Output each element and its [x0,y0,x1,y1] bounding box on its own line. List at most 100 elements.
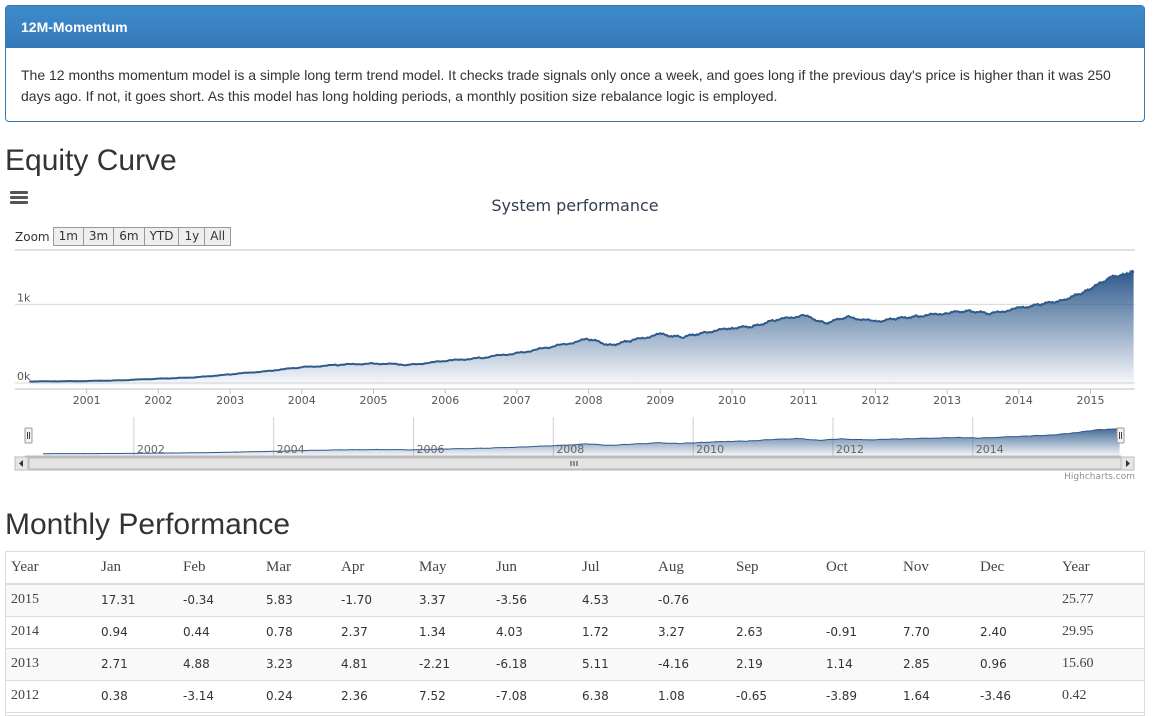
x-tick-label: 2005 [360,394,388,407]
month-cell: 2.19 [731,648,821,681]
y-tick-label: 1k [17,291,31,304]
column-header-nov[interactable]: Nov [898,552,975,585]
navigator-tick-label: 2014 [976,443,1004,456]
column-header-year[interactable]: Year [6,552,96,585]
month-cell: 1.08 [653,680,731,713]
panel-description: The 12 months momentum model is a simple… [21,67,1111,104]
month-cell: 4.81 [336,648,414,681]
zoom-label: Zoom [15,229,50,244]
month-cell: 1.34 [414,616,491,649]
navigator-tick-label: 2008 [556,443,584,456]
equity-chart: System performance Zoom 1m 3m 6m YTD 1y All 0k… [5,185,1145,490]
month-cell: -1.70 [336,584,414,617]
month-cell [821,584,898,617]
month-cell: 17.31 [96,584,178,617]
x-tick-label: 2002 [144,394,172,407]
zoom-button-1y[interactable]: 1y [179,228,206,245]
month-cell: 2.63 [731,616,821,649]
x-tick-label: 2015 [1077,394,1105,407]
month-cell: -7.08 [491,680,577,713]
month-cell: -0.34 [178,584,261,617]
month-cell: -0.65 [731,680,821,713]
y-axis-labels: 0k 1k [17,291,31,383]
month-cell: 3.23 [261,648,336,681]
equity-area [29,271,1134,389]
month-cell: -0.76 [653,584,731,617]
month-cell: -4.16 [653,648,731,681]
month-cell: -3.89 [821,680,898,713]
month-cell: 2.85 [898,648,975,681]
month-cell [731,584,821,617]
month-cell: 0.38 [96,680,178,713]
month-cell: -0.91 [821,616,898,649]
zoom-button-3m[interactable]: 3m [83,228,115,245]
column-header-apr[interactable]: Apr [336,552,414,585]
zoom-button-6m[interactable]: 6m [114,228,145,245]
navigator-right-handle[interactable] [1116,427,1125,444]
navigator-tick-label: 2004 [277,443,305,456]
month-cell: 0.94 [96,616,178,649]
month-cell: 0.96 [975,648,1057,681]
month-cell: 3.27 [653,616,731,649]
column-header-mar[interactable]: Mar [261,552,336,585]
column-header-year[interactable]: Year [1057,552,1144,585]
table-row: 2015 17.31 -0.34 5.83 -1.70 3.37 -3.56 4.53 -0.7… [6,584,1144,617]
column-header-jul[interactable]: Jul [577,552,653,585]
year-cell: 2013 [6,648,96,681]
x-tick-label: 2012 [861,394,889,407]
y-tick-label: 0k [17,370,31,383]
monthly-performance-heading: Monthly Performance [5,508,291,541]
month-cell: 5.83 [261,584,336,617]
column-header-jun[interactable]: Jun [491,552,577,585]
table-row: 2013 2.71 4.88 3.23 4.81 -2.21 -6.18 5.11 -4.16 2… [6,648,1144,681]
month-cell: 4.88 [178,648,261,681]
zoom-button-1m[interactable]: 1m [53,228,84,245]
table-row: 2012 0.38 -3.14 0.24 2.36 7.52 -7.08 6.38 1.08 -0… [6,680,1144,713]
model-description-panel: 12M-Momentum The 12 months momentum mode… [5,5,1145,122]
x-tick-label: 2009 [646,394,674,407]
zoom-button-ytd[interactable]: YTD [144,228,180,245]
panel-title: 12M-Momentum [6,6,1144,48]
zoom-button-all[interactable]: All [205,228,231,245]
chart-title: System performance [491,196,659,215]
navigator-line [42,427,1120,455]
year-total-cell: 25.77 [1057,584,1144,617]
x-tick-label: 2007 [503,394,531,407]
navigator-tick-label: 2012 [836,443,864,456]
column-header-feb[interactable]: Feb [178,552,261,585]
month-cell: 1.64 [898,680,975,713]
chart-credits[interactable]: Highcharts.com [1064,472,1135,482]
month-cell: 7.52 [414,680,491,713]
navigator-left-handle[interactable] [24,427,33,444]
table-header-row: Year Jan Feb Mar Apr May Jun Jul Aug Sep Oct Nov Dec… [6,552,1144,585]
table-row: 2014 0.94 0.44 0.78 2.37 1.34 4.03 1.72 3.27 2.63… [6,616,1144,649]
chart-menu-icon[interactable] [10,191,28,205]
column-header-dec[interactable]: Dec [975,552,1057,585]
x-tick-label: 2011 [790,394,818,407]
x-tick-label: 2014 [1005,394,1033,407]
navigator-tick-label: 2002 [137,443,165,456]
navigator-labels: 2002 2004 2006 2008 2010 2012 2014 [137,443,1004,456]
navigator-tick-label: 2010 [696,443,724,456]
year-total-cell: 0.42 [1057,680,1144,713]
month-cell: 7.70 [898,616,975,649]
month-cell: 4.53 [577,584,653,617]
year-cell: 2014 [6,616,96,649]
chart-scrollbar[interactable] [14,456,1135,471]
year-cell: 2012 [6,680,96,713]
month-cell: 6.38 [577,680,653,713]
column-header-oct[interactable]: Oct [821,552,898,585]
x-tick-label: 2013 [933,394,961,407]
month-cell [898,584,975,617]
x-axis-labels: 2001 2002 2003 2004 2005 2006 2007 2008 2009 2010… [73,389,1105,407]
monthly-performance-table: Year Jan Feb Mar Apr May Jun Jul Aug Sep Oct Nov Dec… [5,551,1145,716]
column-header-may[interactable]: May [414,552,491,585]
x-tick-label: 2004 [288,394,316,407]
equity-line [29,269,1135,383]
column-header-sep[interactable]: Sep [731,552,821,585]
month-cell: 1.14 [821,648,898,681]
column-header-aug[interactable]: Aug [653,552,731,585]
month-cell: 2.40 [975,616,1057,649]
column-header-jan[interactable]: Jan [96,552,178,585]
navigator-area [43,428,1120,456]
